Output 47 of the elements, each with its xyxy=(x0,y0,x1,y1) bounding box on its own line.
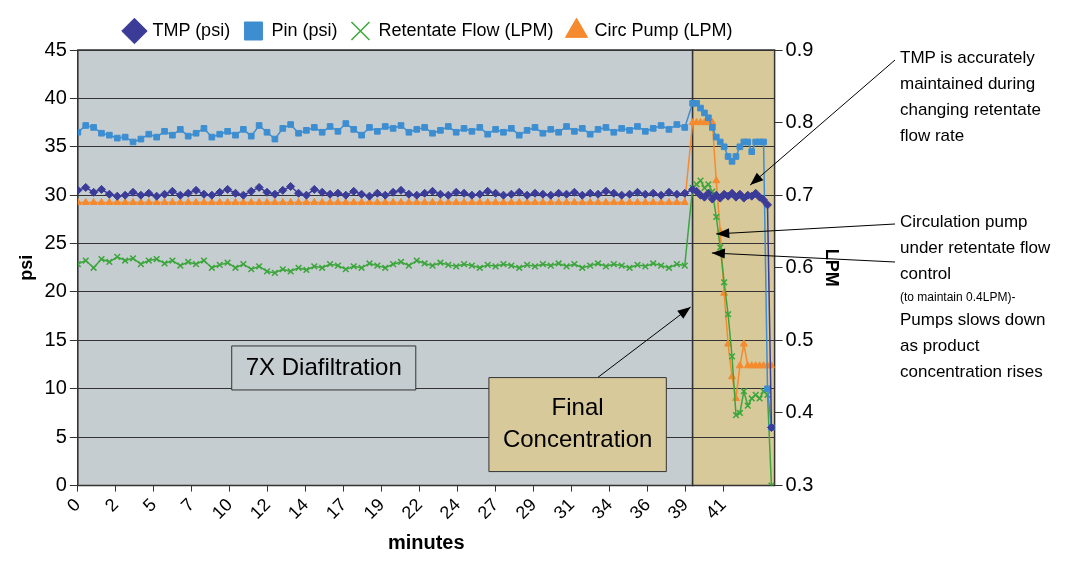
band-label: Final Concentration xyxy=(502,393,653,453)
y-tick-label: 20 xyxy=(44,279,67,302)
text: TMP is accurately maintained during changing retentate flow rate xyxy=(900,48,1041,146)
legend-label: Circ Pump (LPM) xyxy=(594,19,733,40)
y2-tick-label: 0.8 xyxy=(785,110,814,133)
y2-tick-label: 0.3 xyxy=(785,473,814,496)
x-tick-label: 14 xyxy=(283,494,313,523)
x-tick-label: 29 xyxy=(511,494,541,523)
y-tick-label: 0 xyxy=(55,473,67,496)
y-tick-label: 15 xyxy=(44,327,67,350)
x-tick-label: 34 xyxy=(587,494,617,523)
y-tick-label: 45 xyxy=(44,37,67,60)
y2-tick-label: 0.7 xyxy=(785,182,814,205)
annotation: Circulation pump under retentate flow control xyxy=(900,212,1051,284)
y2-axis-title: LPM xyxy=(822,248,843,287)
y2-tick-label: 0.9 xyxy=(785,37,814,60)
text: (to maintain 0.4LPM)- xyxy=(900,290,1016,305)
legend-label: TMP (psi) xyxy=(152,19,231,40)
x-tick-label: 24 xyxy=(435,494,465,523)
text: Pumps slows down as product concentration rises xyxy=(900,310,1046,382)
legend-label: Pin (psi) xyxy=(271,19,338,40)
x-tick-label: 12 xyxy=(245,494,275,523)
x-tick-label: 22 xyxy=(397,494,427,523)
y-tick-label: 25 xyxy=(44,231,67,254)
x-tick-label: 39 xyxy=(663,494,693,523)
y-tick-label: 40 xyxy=(44,85,67,108)
y-tick-label: 35 xyxy=(44,134,67,157)
y-axis-title: psi xyxy=(15,254,36,281)
band-label: 7X Diafiltration xyxy=(245,352,402,380)
y2-tick-label: 0.5 xyxy=(785,327,814,350)
x-tick-label: 17 xyxy=(321,494,351,523)
y2-tick-label: 0.6 xyxy=(785,255,814,278)
x-tick-label: 2 xyxy=(100,494,123,516)
x-tick-label: 36 xyxy=(625,494,655,523)
x-tick-label: 31 xyxy=(549,494,579,523)
x-tick-label: 19 xyxy=(359,494,389,523)
y-tick-label: 5 xyxy=(55,424,67,447)
x-tick-label: 5 xyxy=(138,494,161,516)
y2-tick-label: 0.4 xyxy=(785,400,814,423)
x-tick-label: 27 xyxy=(473,494,503,523)
x-tick-label: 10 xyxy=(207,494,237,523)
y-tick-label: 30 xyxy=(44,182,67,205)
legend-label: Retentate Flow (LPM) xyxy=(378,19,554,40)
x-tick-label: 41 xyxy=(701,494,731,523)
x-axis-title: minutes xyxy=(387,530,465,553)
x-tick-label: 7 xyxy=(176,494,199,516)
y-tick-label: 10 xyxy=(44,376,67,399)
